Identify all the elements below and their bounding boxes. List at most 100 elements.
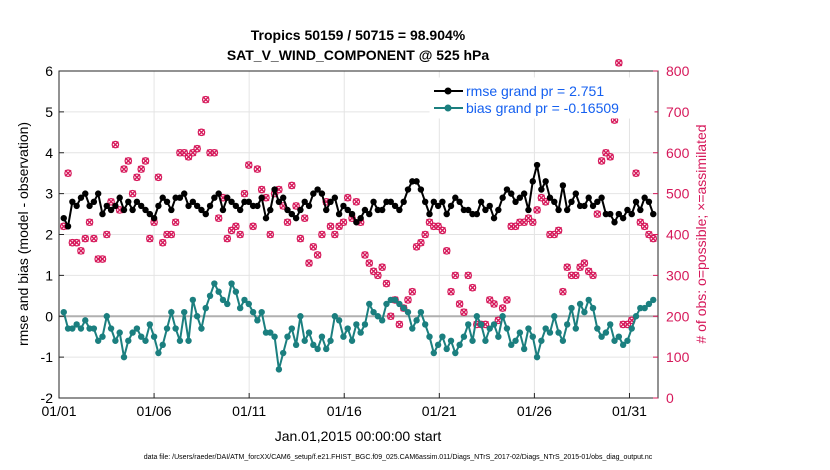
rmse-point (555, 206, 562, 214)
obs-assimilated-marker (167, 231, 175, 238)
y-axis-label-left: rmse and bias (model - observation) (15, 122, 31, 346)
rmse-point (563, 206, 571, 214)
bias-point (314, 345, 321, 353)
obs-possible-marker (485, 296, 494, 304)
bias-point (460, 333, 468, 340)
rmse-point (490, 214, 498, 222)
obs-possible-marker (430, 222, 438, 231)
obs-point (404, 296, 412, 304)
rmse-point (594, 198, 601, 205)
y-tick-label-right: 400 (666, 227, 690, 243)
bias-point (499, 313, 506, 320)
obs-possible-marker (455, 300, 464, 308)
bias-point (236, 304, 244, 312)
obs-possible-marker (395, 320, 404, 329)
bias-point (159, 341, 166, 349)
bias-point (267, 329, 274, 336)
obs-point (533, 206, 541, 214)
rmse-point (357, 214, 364, 222)
rmse-point (650, 210, 657, 218)
rmse-point (598, 194, 605, 201)
obs-assimilated-marker (249, 222, 257, 230)
bias-point (77, 325, 85, 332)
rmse-point (503, 186, 511, 193)
bias-point (335, 317, 343, 324)
obs-point (249, 222, 257, 231)
legend: rmse grand pr = 2.751 bias grand pr = -0… (429, 77, 655, 119)
obs-possible-marker (554, 226, 563, 235)
rmse-point (624, 206, 631, 214)
obs-point (597, 157, 606, 165)
rmse-point (525, 206, 532, 214)
obs-point (300, 214, 309, 222)
rmse-point (228, 198, 235, 205)
obs-point (593, 210, 602, 218)
rmse-point (581, 202, 588, 210)
obs-possible-marker (464, 271, 473, 280)
bias-point (598, 333, 605, 340)
obs-assimilated-marker (593, 210, 601, 218)
rmse-point (443, 210, 450, 218)
bias-point (73, 321, 80, 328)
rmse-point (370, 198, 377, 205)
y-tick-label-left: 2 (45, 227, 53, 243)
x-tick-label: 01/31 (612, 403, 647, 419)
rmse-point (301, 198, 308, 205)
obs-possible-marker (163, 230, 171, 239)
obs-point (193, 144, 201, 153)
obs-assimilated-marker (451, 271, 459, 279)
obs-possible-marker (516, 218, 524, 227)
rmse-point (82, 190, 89, 197)
rmse-point (417, 186, 425, 193)
obs-point (124, 157, 133, 165)
obs-possible-marker (563, 263, 571, 272)
rmse-point (211, 194, 218, 201)
obs-possible-marker (602, 148, 610, 157)
obs-point (343, 193, 352, 202)
obs-assimilated-marker (327, 222, 335, 230)
obs-assimilated-marker (469, 284, 477, 292)
obs-point (640, 222, 649, 231)
obs-assimilated-marker (142, 157, 150, 165)
obs-point (283, 218, 292, 227)
obs-possible-marker (460, 308, 468, 316)
obs-possible-marker (326, 222, 335, 231)
rmse-point (232, 202, 240, 210)
obs-assimilated-marker (572, 271, 580, 279)
obs-assimilated-marker (215, 214, 223, 222)
rmse-point (323, 206, 330, 214)
bias-point (60, 308, 67, 316)
obs-possible-marker (176, 148, 184, 157)
bias-point (546, 329, 554, 336)
legend-bias-marker (444, 104, 452, 112)
obs-possible-marker (253, 165, 262, 173)
rmse-point (94, 190, 102, 197)
rmse-point (344, 206, 351, 214)
bias-point (323, 345, 330, 353)
obs-point (352, 198, 361, 206)
bias-point (383, 300, 390, 308)
bias-point (133, 325, 141, 332)
bias-point (142, 337, 149, 344)
rmse-point (456, 198, 463, 205)
obs-possible-marker (507, 222, 516, 231)
obs-possible-marker (365, 259, 374, 267)
bias-point (146, 321, 154, 328)
rmse-point (245, 198, 252, 205)
obs-point (563, 263, 571, 272)
x-axis-label: Jan.01,2015 00:00:00 start (275, 428, 442, 444)
obs-possible-marker (64, 169, 72, 177)
bias-point (94, 337, 102, 344)
bias-point (202, 304, 209, 312)
rmse-point (391, 202, 399, 210)
obs-assimilated-marker (344, 194, 352, 202)
obs-possible-marker (257, 185, 266, 194)
obs-possible-marker (167, 230, 176, 239)
obs-assimilated-marker (314, 251, 322, 259)
obs-possible-marker (339, 218, 348, 227)
obs-point (361, 251, 369, 259)
bias-point (563, 321, 571, 328)
obs-assimilated-marker (580, 259, 588, 267)
rmse-point (318, 190, 326, 197)
obs-possible-marker (597, 157, 606, 165)
